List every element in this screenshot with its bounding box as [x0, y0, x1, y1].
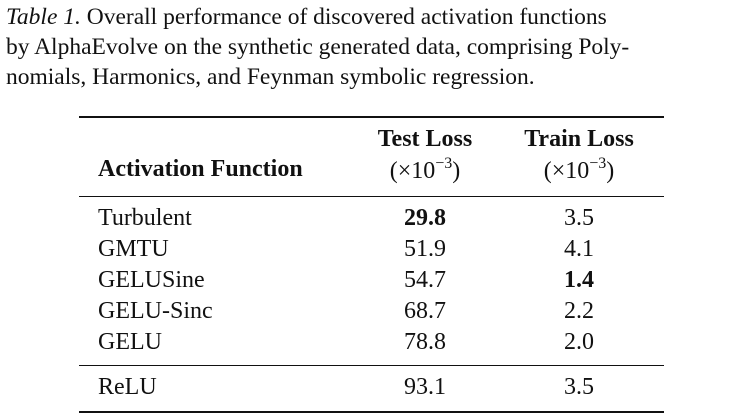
test-unit-suffix: )	[452, 158, 461, 184]
row-gelu-sinc-name: GELU-Sinc	[98, 298, 213, 324]
header-rule	[79, 196, 664, 198]
train-unit-exponent: −3	[589, 155, 607, 172]
row-turbulent-train: 3.5	[564, 205, 594, 231]
table-caption: Table 1. Overall performance of discover…	[6, 2, 736, 92]
train-unit-prefix: (×10	[543, 158, 590, 184]
train-unit-suffix: )	[606, 158, 615, 184]
table-bottom-rule	[79, 411, 664, 413]
row-gelusine-name: GELUSine	[98, 267, 205, 293]
row-gelu-name: GELU	[98, 329, 162, 355]
row-relu-test: 93.1	[404, 374, 446, 400]
row-gmtu-train: 4.1	[564, 236, 594, 262]
header-test-loss-unit: (×10−3)	[350, 155, 500, 189]
header-train-loss: Train Loss	[524, 126, 634, 152]
caption-line-2: by AlphaEvolve on the synthetic generate…	[6, 34, 630, 60]
table-top-rule	[79, 116, 664, 118]
test-unit-exponent: −3	[435, 155, 453, 172]
test-unit-prefix: (×10	[389, 158, 436, 184]
caption-line-1: Table 1. Overall performance of discover…	[6, 2, 736, 32]
row-gelu-train: 2.0	[564, 329, 594, 355]
row-turbulent-test: 29.8	[404, 205, 446, 231]
row-gmtu-test: 51.9	[404, 236, 446, 262]
baseline-rule	[79, 365, 664, 367]
header-train-loss-unit: (×10−3)	[499, 155, 659, 189]
row-gelu-sinc-test: 68.7	[404, 298, 446, 324]
row-gmtu-name: GMTU	[98, 236, 169, 262]
row-relu-train: 3.5	[564, 374, 594, 400]
caption-text-1: Overall performance of discovered activa…	[86, 4, 607, 30]
header-test-loss: Test Loss	[377, 126, 473, 152]
row-turbulent-name: Turbulent	[98, 205, 192, 231]
row-gelusine-test: 54.7	[404, 267, 446, 293]
row-gelu-sinc-train: 2.2	[564, 298, 594, 324]
header-activation-function: Activation Function	[98, 156, 303, 182]
caption-line-3: nomials, Harmonics, and Feynman symbolic…	[6, 64, 535, 90]
caption-label: Table 1.	[6, 4, 81, 30]
row-gelu-test: 78.8	[404, 329, 446, 355]
row-gelusine-train: 1.4	[564, 267, 594, 293]
row-relu-name: ReLU	[98, 374, 157, 400]
